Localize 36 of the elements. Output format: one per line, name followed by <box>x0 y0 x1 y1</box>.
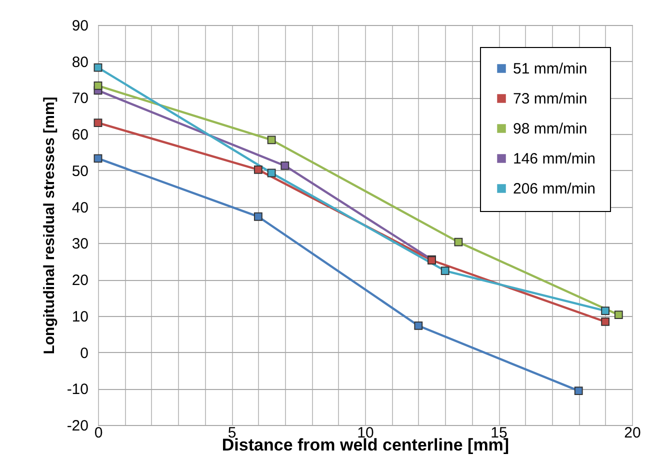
x-tick-label: 0 <box>94 424 103 442</box>
legend-label: 51 mm/min <box>513 60 588 78</box>
y-tick-label: 10 <box>72 308 88 326</box>
point <box>267 168 276 178</box>
point <box>254 166 262 174</box>
y-tick-label: 70 <box>72 90 88 108</box>
point <box>574 386 583 396</box>
point <box>94 82 102 90</box>
point <box>454 238 463 246</box>
y-tick-label: 0 <box>80 344 88 362</box>
point <box>601 318 610 326</box>
point <box>414 322 423 330</box>
x-tick-label: 20 <box>624 424 641 442</box>
point <box>440 266 450 276</box>
y-tick-label: -20 <box>66 418 88 434</box>
y-tick-label: 50 <box>72 162 88 180</box>
point <box>94 63 102 72</box>
point <box>267 136 276 144</box>
point <box>614 310 623 320</box>
y-tick-label: 40 <box>72 199 88 216</box>
y-tick-label: -10 <box>66 381 88 398</box>
legend-label: 98 mm/min <box>513 120 588 138</box>
y-tick-label: 20 <box>72 272 88 290</box>
y-axis-title: Longitudinal residual stresses [mm] <box>40 96 58 354</box>
point <box>601 306 610 316</box>
point <box>280 162 290 170</box>
y-tick-label: 30 <box>72 236 88 253</box>
legend-label: 206 mm/min <box>513 180 596 198</box>
point <box>94 118 102 128</box>
y-tick-label: 90 <box>72 18 88 34</box>
legend-label: 73 mm/min <box>513 90 588 108</box>
point <box>254 212 262 221</box>
legend-label: 146 mm/min <box>513 150 596 168</box>
y-tick-label: 60 <box>72 126 88 144</box>
y-tick-label: 80 <box>72 54 88 71</box>
point <box>94 154 102 163</box>
